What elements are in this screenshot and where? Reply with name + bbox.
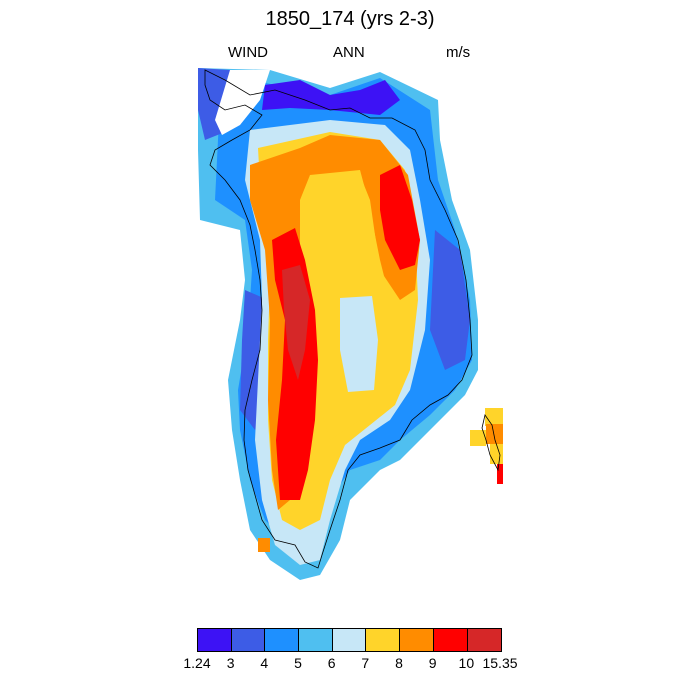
colorbar-tick-label: 7: [361, 655, 370, 671]
field-region-orange: [250, 135, 420, 510]
field-region-dark-blue-e: [430, 230, 470, 370]
field-region-nw-white-gap: [215, 70, 270, 135]
colorbar-tick-label: 15.35: [482, 655, 518, 671]
colorbar-tick-label: 9: [428, 655, 437, 671]
colorbar: [197, 628, 503, 652]
colorbar-tick-label: 8: [395, 655, 403, 671]
island-cell: [490, 444, 503, 464]
colorbar-swatch: [366, 629, 401, 651]
season-label: ANN: [333, 44, 365, 61]
southern-cell: [258, 538, 270, 552]
field-region-darkred: [282, 265, 310, 380]
variable-label: WIND: [228, 44, 268, 61]
colorbar-tick-label: 4: [260, 655, 269, 671]
wind-field-cells: [198, 68, 478, 580]
colorbar-swatch: [400, 629, 434, 651]
field-region-red-east: [380, 165, 420, 270]
units-label: m/s: [446, 44, 471, 61]
colorbar-swatch: [299, 629, 333, 651]
colorbar-swatch: [433, 629, 468, 651]
colorbar-tick-label: 6: [327, 655, 336, 671]
coastline-path: [204, 69, 473, 569]
colorbar-tick-label: 10: [458, 655, 475, 671]
map-title: 1850_174 (yrs 2-3): [265, 8, 435, 30]
island-cell: [470, 430, 486, 446]
colorbar-tick-label: 5: [294, 655, 302, 671]
island-cell: [485, 408, 503, 426]
field-region-center-pale: [340, 296, 378, 392]
colorbar-swatch: [265, 629, 300, 651]
colorbar-tick-label: 3: [226, 655, 235, 671]
colorbar-swatch: [198, 629, 232, 651]
colorbar-tick-label: 1.24: [183, 655, 211, 671]
colorbar-swatch: [332, 629, 367, 651]
coastline: [204, 69, 501, 569]
field-region-dark-blue-top: [262, 80, 400, 115]
island-cell: [486, 424, 503, 444]
coastline-path: [481, 414, 501, 472]
colorbar-swatch: [231, 629, 266, 651]
colorbar-swatch: [467, 629, 502, 651]
island-cell: [497, 464, 503, 484]
